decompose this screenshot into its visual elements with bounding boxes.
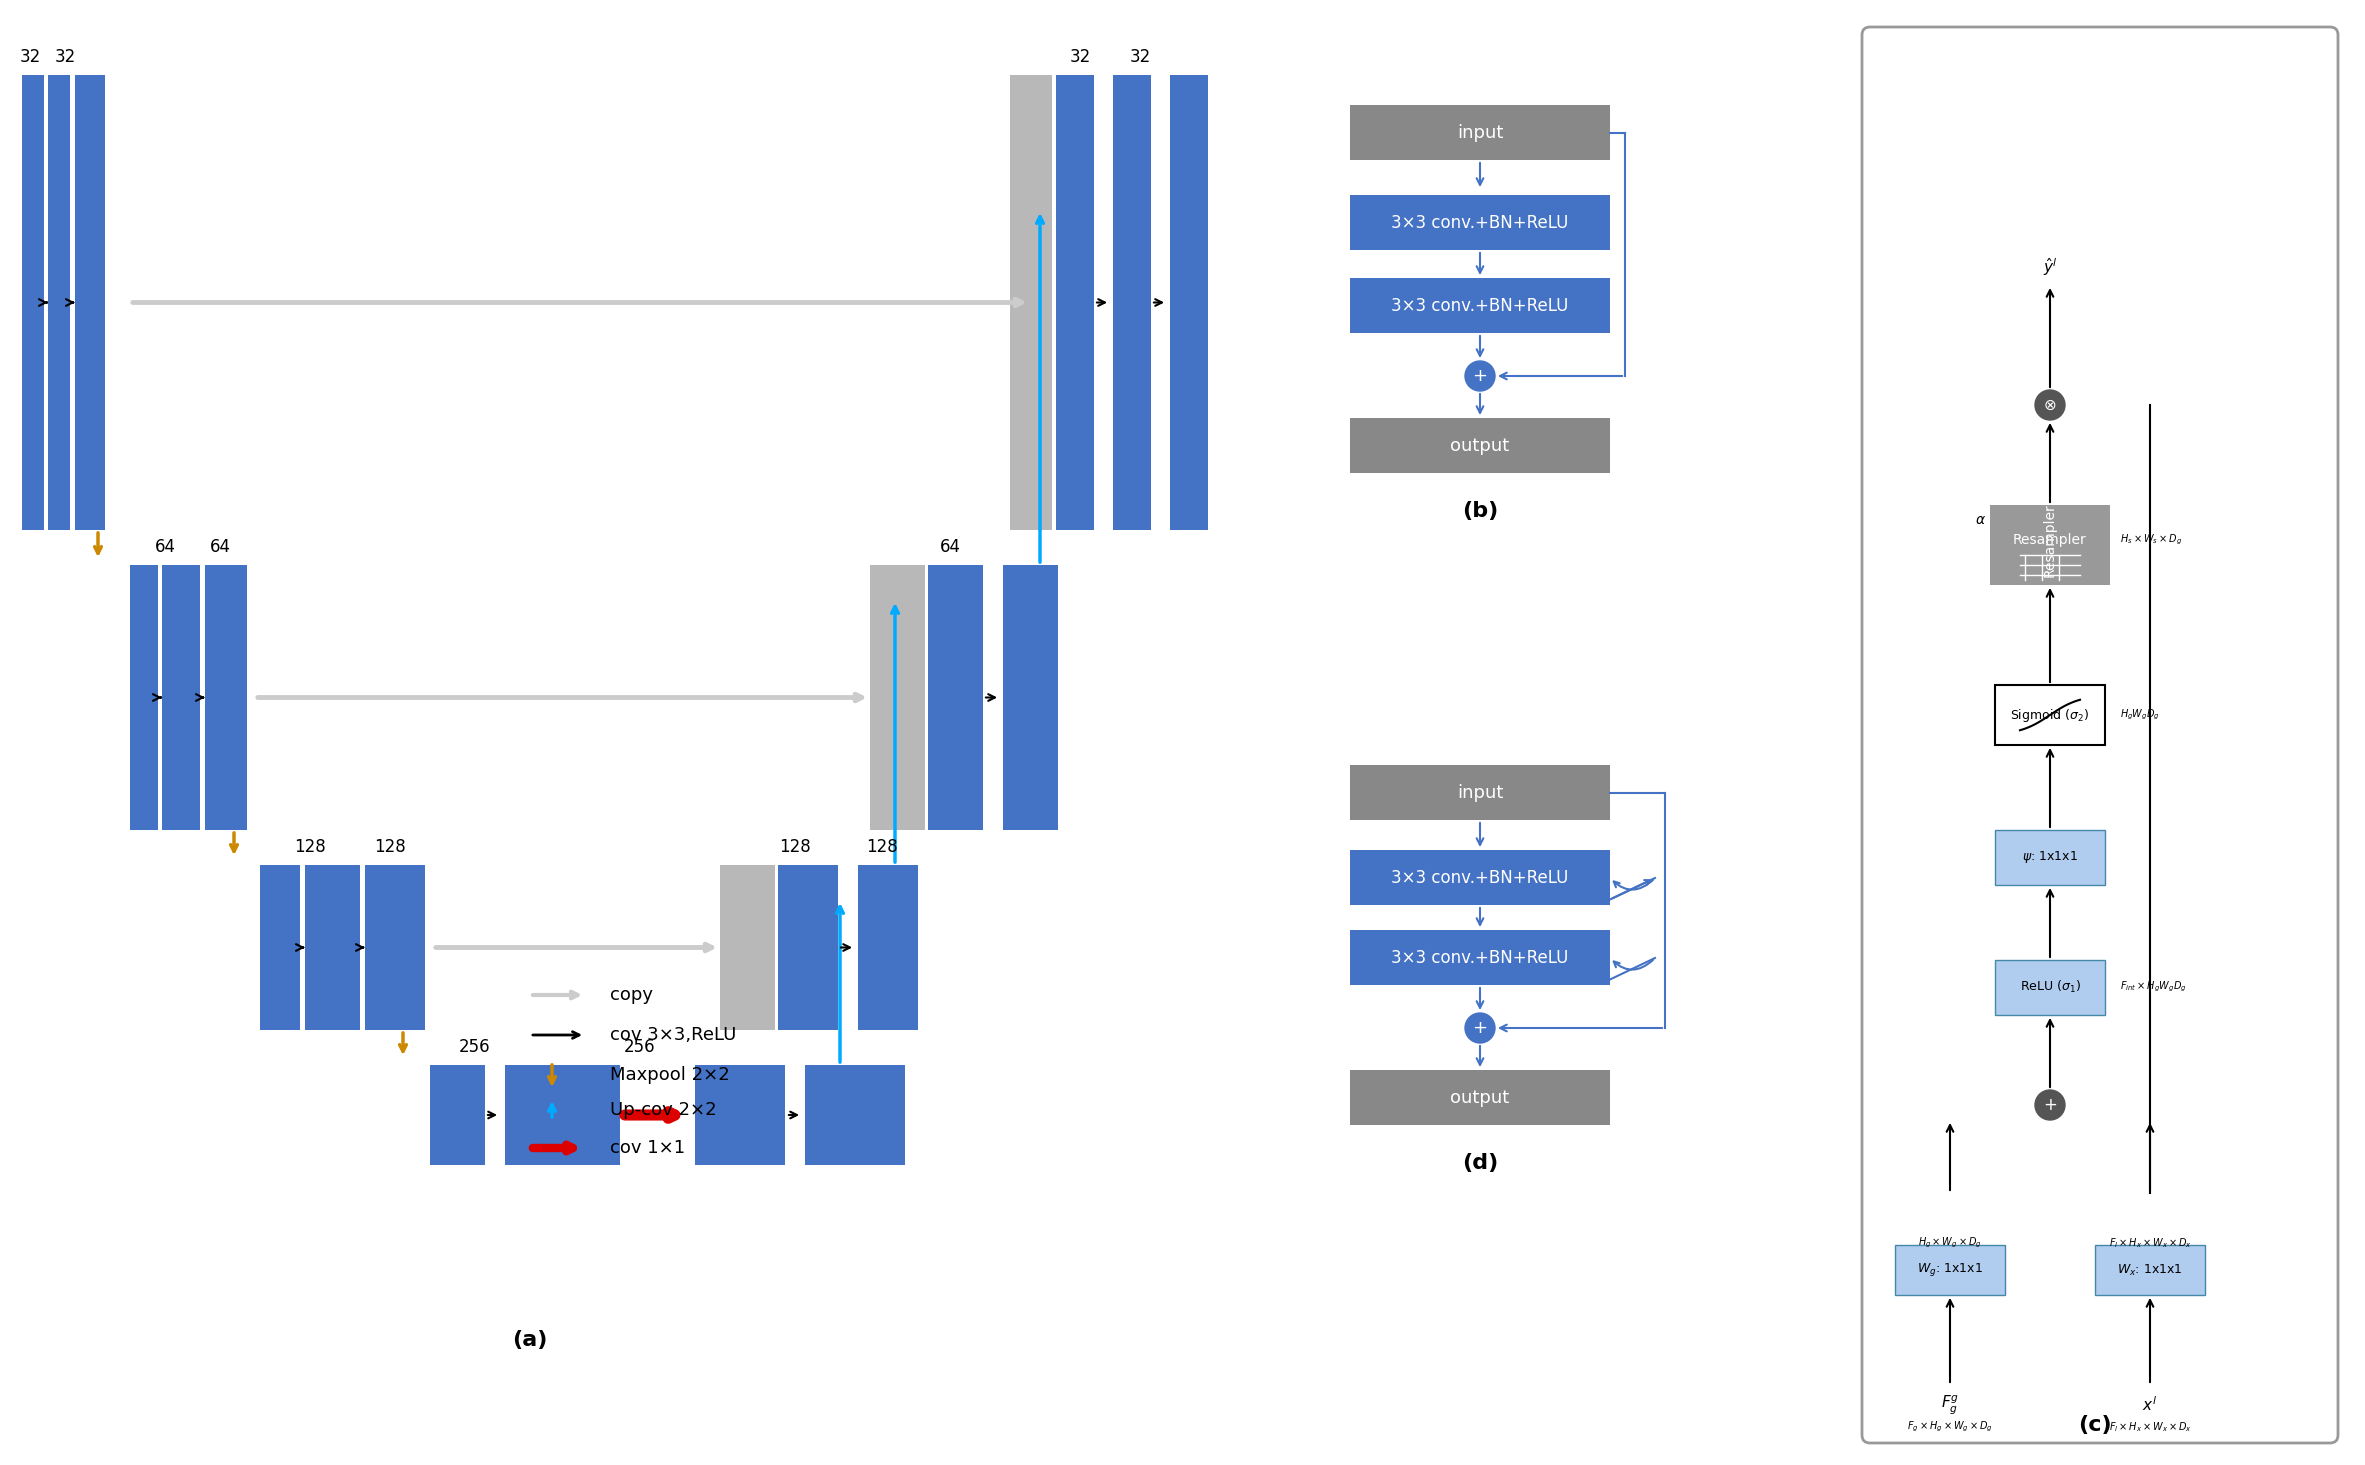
Text: 3×3 conv.+BN+ReLU: 3×3 conv.+BN+ReLU [1391, 949, 1568, 967]
Bar [1996, 686, 2105, 746]
Text: input: input [1457, 125, 1504, 142]
Text: $F_{int} \times H_g W_g D_g$: $F_{int} \times H_g W_g D_g$ [2119, 980, 2188, 995]
Text: $W_x$: 1x1x1: $W_x$: 1x1x1 [2117, 1263, 2183, 1277]
Text: 256: 256 [459, 1039, 492, 1056]
Bar [1350, 850, 1611, 905]
Text: (d): (d) [1462, 1153, 1497, 1173]
Text: $F_g \times H_g \times W_g \times D_g$: $F_g \times H_g \times W_g \times D_g$ [1906, 1420, 1994, 1434]
Bar [430, 1065, 485, 1165]
Bar [858, 864, 918, 1030]
Bar [778, 864, 837, 1030]
Circle shape [1464, 1012, 1495, 1043]
Bar [870, 565, 925, 831]
Bar [1350, 930, 1611, 984]
Bar [161, 565, 201, 831]
Text: $F_g^g$: $F_g^g$ [1942, 1393, 1958, 1417]
Text: $F_l \times H_x \times W_x \times D_x$: $F_l \times H_x \times W_x \times D_x$ [2110, 1236, 2192, 1250]
Bar [927, 565, 984, 831]
Circle shape [2034, 1090, 2065, 1121]
Text: ReLU ($\sigma_1$): ReLU ($\sigma_1$) [2020, 979, 2081, 995]
Text: 3×3 conv.+BN+ReLU: 3×3 conv.+BN+ReLU [1391, 297, 1568, 315]
Bar [719, 864, 776, 1030]
Bar [506, 1065, 620, 1165]
Text: 3×3 conv.+BN+ReLU: 3×3 conv.+BN+ReLU [1391, 869, 1568, 886]
Text: output: output [1450, 1088, 1509, 1108]
Text: $W_g$: 1x1x1: $W_g$: 1x1x1 [1918, 1261, 1982, 1279]
Text: 32: 32 [1130, 48, 1152, 66]
Bar [1996, 831, 2105, 885]
Text: $H_s \times W_s \times D_g$: $H_s \times W_s \times D_g$ [2119, 533, 2183, 548]
Text: copy: copy [610, 986, 653, 1004]
Bar [130, 565, 158, 831]
Text: Sigmoid ($\sigma_2$): Sigmoid ($\sigma_2$) [2010, 706, 2091, 724]
Text: Resampler: Resampler [2013, 533, 2086, 546]
Text: input: input [1457, 784, 1504, 801]
Bar [1114, 75, 1152, 530]
Bar [1989, 505, 2110, 585]
Bar [206, 565, 246, 831]
Bar [1171, 75, 1209, 530]
Text: 256: 256 [624, 1039, 655, 1056]
Bar [1350, 418, 1611, 473]
Text: ⊗: ⊗ [2043, 397, 2058, 413]
Bar [1350, 1069, 1611, 1125]
Bar [804, 1065, 906, 1165]
Text: $\alpha$: $\alpha$ [1975, 513, 1987, 527]
Text: 128: 128 [866, 838, 899, 856]
Bar [364, 864, 426, 1030]
Text: $x^l$: $x^l$ [2143, 1396, 2157, 1414]
Bar [1350, 105, 1611, 160]
Text: output: output [1450, 437, 1509, 456]
Text: cov 3×3,ReLU: cov 3×3,ReLU [610, 1026, 736, 1045]
Text: Maxpool 2×2: Maxpool 2×2 [610, 1067, 731, 1084]
Bar [695, 1065, 785, 1165]
Text: Up-cov 2×2: Up-cov 2×2 [610, 1102, 717, 1119]
FancyBboxPatch shape [1861, 26, 2339, 1443]
Bar [1894, 1245, 2006, 1295]
Text: Resampler: Resampler [2043, 502, 2058, 577]
Bar [21, 75, 45, 530]
Text: 128: 128 [778, 838, 811, 856]
Bar [1996, 960, 2105, 1015]
Bar [76, 75, 104, 530]
Text: 64: 64 [154, 538, 175, 557]
Text: 64: 64 [939, 538, 960, 557]
Bar [2095, 1245, 2204, 1295]
Text: $H_g W_g D_g$: $H_g W_g D_g$ [2119, 708, 2159, 722]
Text: $H_g \times W_g \times D_g$: $H_g \times W_g \times D_g$ [1918, 1236, 1982, 1250]
Bar [1350, 765, 1611, 820]
Text: (a): (a) [513, 1330, 549, 1351]
Text: $\psi$: 1x1x1: $\psi$: 1x1x1 [2022, 850, 2079, 864]
Bar [1057, 75, 1095, 530]
Text: (c): (c) [2079, 1415, 2112, 1436]
Text: 32: 32 [19, 48, 40, 66]
Text: (b): (b) [1462, 501, 1497, 522]
Circle shape [1464, 360, 1495, 391]
Text: +: + [1473, 1020, 1488, 1037]
Bar [1350, 278, 1611, 333]
Bar [1010, 75, 1052, 530]
Text: +: + [2043, 1096, 2058, 1113]
Text: $F_l \times H_x \times W_x \times D_x$: $F_l \times H_x \times W_x \times D_x$ [2110, 1420, 2192, 1434]
Bar [1003, 565, 1057, 831]
Circle shape [2034, 390, 2065, 420]
Text: 128: 128 [374, 838, 407, 856]
Text: 64: 64 [210, 538, 229, 557]
Bar [260, 864, 300, 1030]
Text: $\hat{y}^l$: $\hat{y}^l$ [2043, 256, 2058, 278]
Text: cov 1×1: cov 1×1 [610, 1138, 686, 1157]
Text: 3×3 conv.+BN+ReLU: 3×3 conv.+BN+ReLU [1391, 214, 1568, 231]
Text: 32: 32 [54, 48, 76, 66]
Text: 32: 32 [1069, 48, 1090, 66]
Bar [1350, 195, 1611, 251]
Text: 128: 128 [293, 838, 326, 856]
Text: +: + [1473, 368, 1488, 385]
Bar [305, 864, 359, 1030]
Bar [47, 75, 71, 530]
